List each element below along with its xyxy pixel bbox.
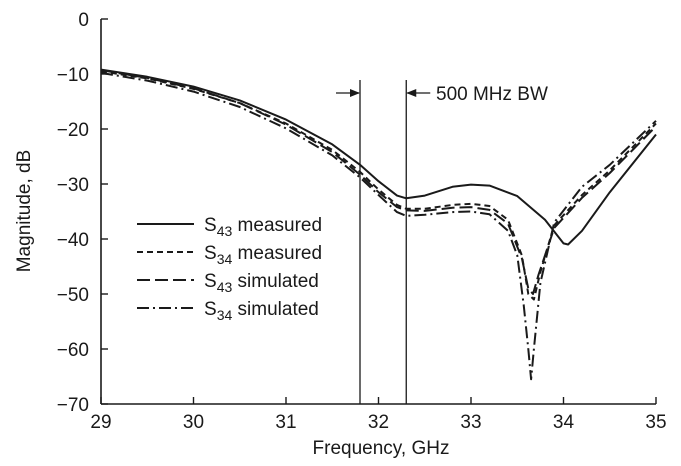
- x-tick-label: 33: [460, 412, 481, 433]
- legend-label-1: S43 measured: [204, 215, 322, 239]
- y-tick-label: −20: [57, 120, 89, 141]
- y-tick-label: −30: [57, 175, 89, 196]
- x-tick-label: 29: [90, 412, 111, 433]
- bandwidth-annotation-label: 500 MHz BW: [436, 84, 548, 105]
- legend: S43 measured S34 measured S43 simulated S34…: [137, 215, 322, 323]
- series-line-3: [100, 69, 657, 295]
- x-tick-label: 35: [645, 412, 666, 433]
- y-axis-label: Magnitude, dB: [14, 150, 35, 273]
- series-line-2: [100, 70, 657, 301]
- y-tick-label: 0: [78, 10, 89, 31]
- legend-label-3: S43 simulated: [204, 271, 319, 295]
- legend-label-4: S34 simulated: [204, 299, 319, 323]
- y-tick-label: −60: [57, 340, 89, 361]
- y-tick-label: −70: [57, 395, 89, 416]
- series-line-4: [100, 71, 657, 381]
- y-tick-label: −40: [57, 230, 89, 251]
- series-layer: [100, 68, 657, 381]
- bandwidth-annotation: [336, 80, 431, 404]
- y-tick-label: −50: [57, 285, 89, 306]
- legend-label-2: S34 measured: [204, 243, 322, 267]
- x-tick-label: 31: [275, 412, 296, 433]
- series-line-1: [100, 68, 657, 246]
- y-tick-label: −10: [57, 65, 89, 86]
- x-tick-label: 34: [553, 412, 575, 433]
- axes-layer: 29 30 31 32 33 34 35 0 −10 −20 −30 −40 −50 −60 −70: [57, 10, 667, 433]
- x-tick-label: 32: [368, 412, 389, 433]
- x-axis-label: Frequency, GHz: [313, 438, 450, 459]
- x-tick-label: 30: [183, 412, 204, 433]
